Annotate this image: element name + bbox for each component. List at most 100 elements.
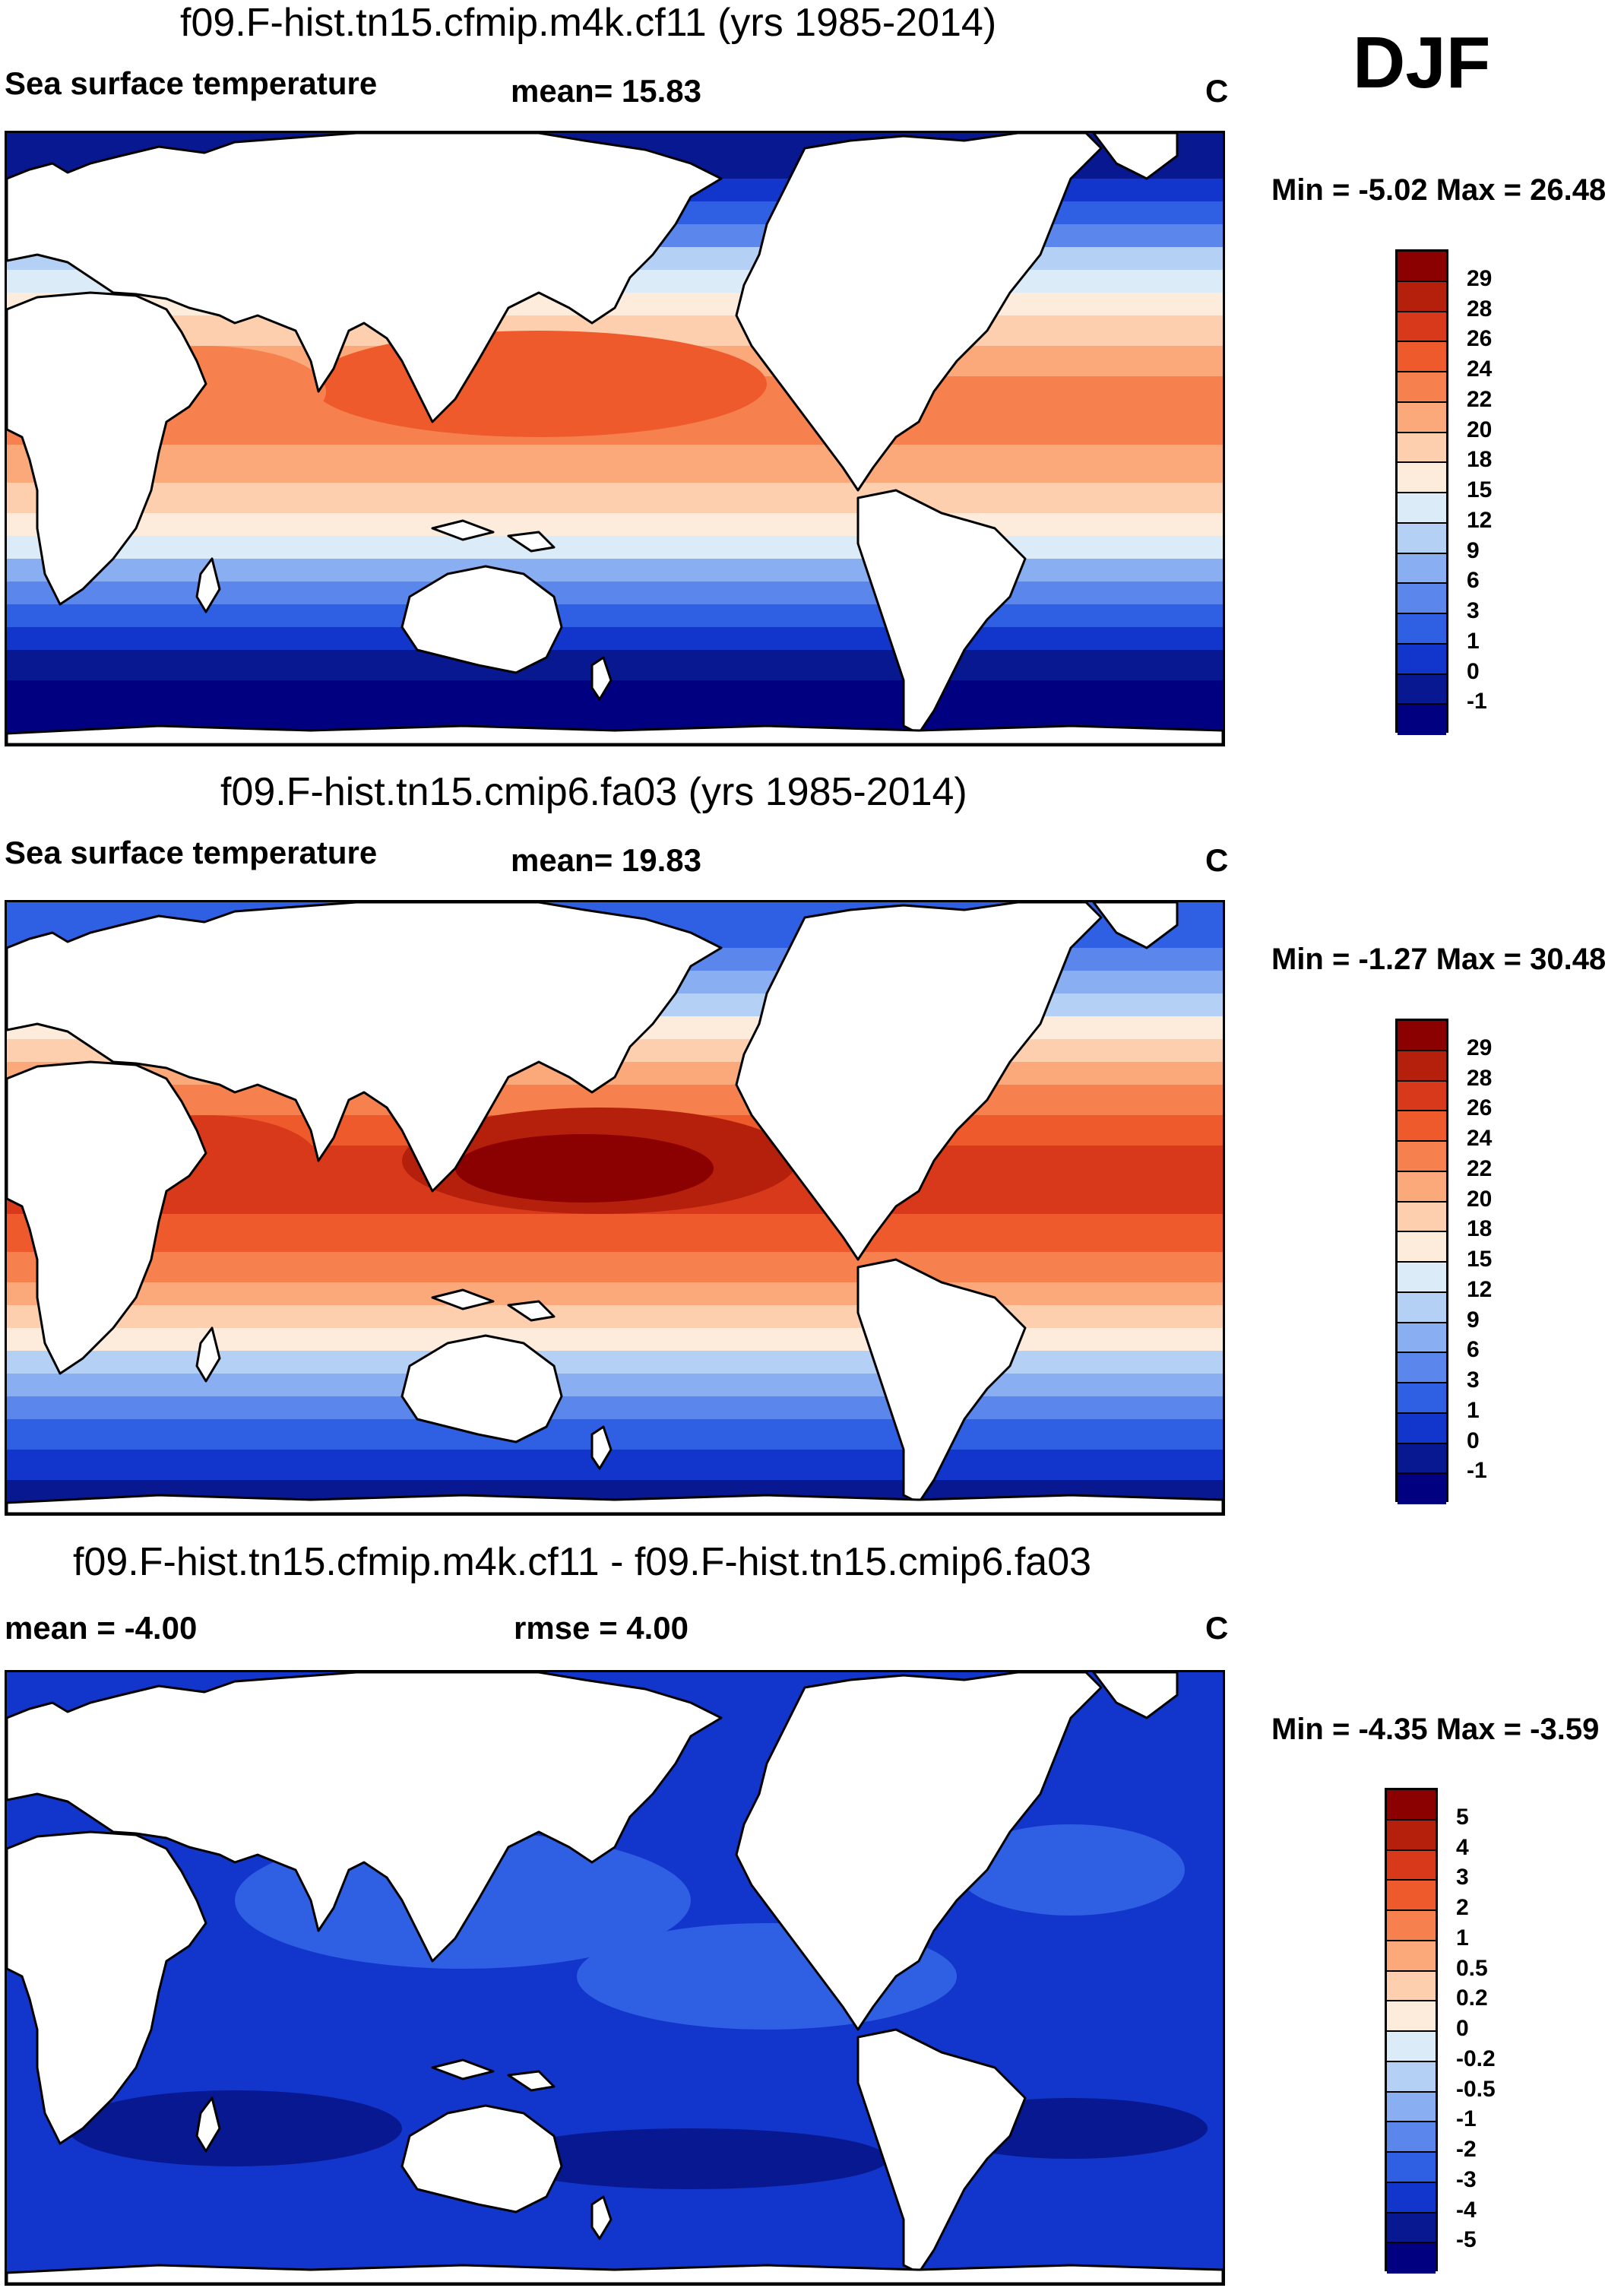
colorbar-tick-label: 22 [1467,1155,1493,1181]
colorbar-swatch [1398,1111,1446,1142]
panel-1-mean-label: mean= 15.83 [511,73,702,109]
continent-outline [735,902,1103,1261]
colorbar-swatch [1398,1051,1446,1082]
colorbar-swatch [1387,2092,1436,2123]
sst-band [7,1328,1223,1351]
colorbar-swatch [1387,1820,1436,1851]
sst-band [7,1396,1223,1419]
colorbar-swatch [1398,252,1446,282]
panel-1-map-svg [7,133,1223,744]
colorbar-tick-label: 4 [1456,1834,1469,1860]
sst-band [7,1351,1223,1374]
colorbar-tick-label: -1 [1456,2106,1477,2132]
continent-outline [400,2104,563,2214]
colorbar-tick-label: 1 [1467,628,1480,654]
colorbar-swatch [1387,2001,1436,2032]
colorbar-swatch [1398,372,1446,403]
colorbar-tick-label: 1 [1456,1925,1469,1951]
panel-3-map [5,1670,1225,2286]
colorbar-swatch [1398,523,1446,554]
colorbar-swatch [1387,1850,1436,1881]
continent-outline [590,2195,613,2240]
colorbar-tick-label: 0.2 [1456,1985,1488,2011]
season-label: DJF [1353,22,1491,103]
colorbar-tick-label: 2 [1456,1895,1469,1920]
sst-band [7,513,1223,536]
colorbar-swatch [1398,1081,1446,1112]
panel-3-colorbar [1385,1788,1438,2274]
colorbar-tick-label: 28 [1467,1065,1493,1091]
continent-outline [7,1830,207,2145]
colorbar-swatch [1398,1353,1446,1383]
sst-band [7,650,1223,680]
continent-outline [400,565,563,674]
sst-patch [311,331,767,437]
continent-outline [1092,133,1179,180]
continent-outline [400,1334,563,1443]
colorbar-swatch [1387,2032,1436,2062]
continent-outline [7,724,1223,744]
colorbar-swatch [1398,342,1446,372]
panel-2-mean-label: mean= 19.83 [511,842,702,878]
continent-outline [590,656,613,701]
colorbar-swatch [1387,2182,1436,2214]
continent-outline [7,1494,1223,1513]
sst-band [7,1252,1223,1282]
colorbar-tick-label: 15 [1467,477,1493,502]
colorbar-tick-label: 18 [1467,447,1493,473]
continent-outline [431,1288,495,1310]
sst-band [7,536,1223,559]
colorbar-tick-label: 26 [1467,326,1493,352]
panel-3-rmse-label: rmse = 4.00 [514,1610,689,1646]
panel-2-minmax: Min = -1.27 Max = 30.48 [1271,943,1607,976]
continent-outline [856,2028,1027,2274]
colorbar-swatch [1398,312,1446,343]
panel-2-colorbar [1395,1019,1448,1504]
colorbar-tick-label: 0.5 [1456,1955,1488,1981]
colorbar-tick-label: 12 [1467,507,1493,533]
sst-band [7,559,1223,582]
continent-outline [1092,902,1179,949]
colorbar-swatch [1398,705,1446,735]
colorbar-swatch [1398,614,1446,645]
continent-outline [195,2096,221,2153]
sst-band [7,1419,1223,1450]
colorbar-swatch [1398,1263,1446,1293]
colorbar-tick-label: -0.2 [1456,2046,1496,2071]
colorbar-tick-label: 0 [1467,658,1480,684]
colorbar-swatch [1398,1383,1446,1414]
colorbar-tick-label: 9 [1467,537,1480,563]
continent-outline [856,489,1027,735]
continent-outline [507,2070,556,2092]
colorbar-swatch [1387,1911,1436,1941]
colorbar-tick-label: -0.5 [1456,2076,1496,2102]
continent-outline [7,291,207,606]
sst-patch [493,2128,888,2189]
colorbar-swatch [1398,1443,1446,1475]
sst-band [7,1305,1223,1328]
colorbar-swatch [1398,402,1446,433]
colorbar-swatch [1398,584,1446,614]
colorbar-swatch [1398,644,1446,675]
sst-band [7,1374,1223,1396]
colorbar-swatch [1398,553,1446,585]
colorbar-tick-label: -1 [1467,689,1487,715]
sst-band [7,604,1223,627]
colorbar-swatch [1387,2153,1436,2183]
colorbar-swatch [1387,1881,1436,1911]
colorbar-swatch [1398,674,1446,705]
sst-band [7,483,1223,513]
panel-1-title: f09.F-hist.tn15.cfmip.m4k.cf11 (yrs 1985… [180,1,997,45]
colorbar-tick-label: 12 [1467,1276,1493,1302]
continent-outline [431,519,495,541]
colorbar-tick-label: 5 [1456,1804,1469,1830]
colorbar-swatch [1398,1171,1446,1203]
colorbar-swatch [1398,281,1446,312]
colorbar-tick-label: -3 [1456,2166,1477,2192]
colorbar-tick-label: 22 [1467,386,1493,412]
panel-3-minmax: Min = -4.35 Max = -3.59 [1271,1713,1600,1746]
colorbar-swatch [1387,1971,1436,2002]
colorbar-tick-label: -5 [1456,2227,1477,2253]
continent-outline [7,1060,207,1375]
continent-outline [735,1672,1103,2031]
